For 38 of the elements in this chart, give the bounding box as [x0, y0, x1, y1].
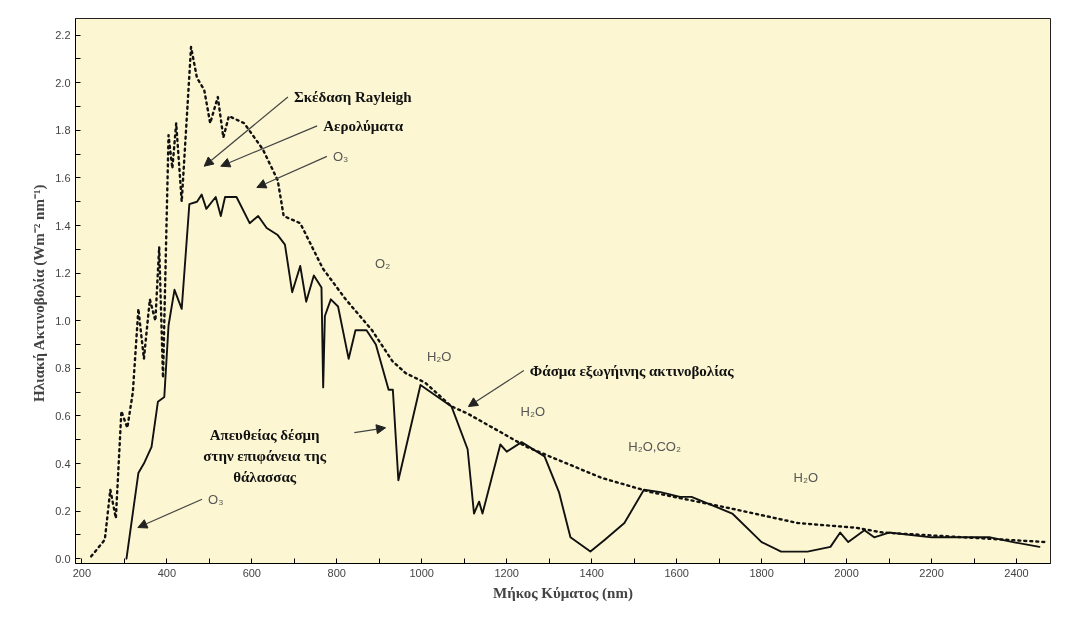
annotation: H₂O: [793, 470, 819, 486]
x-tick-label: 2200: [919, 566, 944, 579]
y-tick-label: 0.2: [55, 505, 71, 518]
annotation: Αερολύματα: [323, 117, 404, 134]
y-tick-label: 0.0: [55, 552, 71, 565]
y-tick-label: 1.6: [55, 171, 71, 184]
x-tick-label: 1400: [579, 566, 604, 579]
y-tick-label: 1.2: [55, 267, 71, 280]
annotation: O₃: [332, 148, 349, 164]
y-tick-label: 1.8: [55, 124, 71, 137]
y-tick-label: 0.8: [55, 362, 71, 375]
x-tick-label: 600: [242, 566, 261, 579]
x-axis-title: Μήκος Κύματος (nm): [493, 584, 633, 602]
annotation: Φάσμα εξωγήινης ακτινοβολίας: [529, 362, 735, 379]
y-tick-label: 2.2: [55, 29, 71, 42]
y-tick-label: 0.4: [55, 457, 71, 470]
x-tick-label: 400: [157, 566, 177, 579]
x-tick-label: 2000: [834, 566, 859, 579]
annotation: H₂O: [426, 348, 452, 364]
y-tick-label: 1.0: [55, 314, 71, 327]
annotation: H₂O: [520, 403, 546, 419]
x-tick-label: 1600: [664, 566, 689, 579]
annotation: Απευθείας δέσμη στην επιφάνεια της θάλασσας: [203, 427, 327, 485]
annotation: H₂O,CO₂: [628, 439, 682, 455]
x-tick-label: 1800: [749, 566, 774, 579]
x-tick-label: 800: [327, 566, 346, 579]
x-tick-label: 200: [72, 566, 92, 579]
annotation: O₃: [208, 491, 224, 507]
x-tick-label: 2400: [1004, 566, 1029, 579]
line-series: [90, 45, 1048, 558]
annotation: Σκέδαση Rayleigh: [293, 88, 413, 105]
x-tick-label: 1000: [409, 566, 434, 579]
x-tick-label: 1200: [494, 566, 519, 579]
y-axis-title: Ηλιακή Ακτινοβολία (Wm⁻² nm⁻¹): [31, 184, 49, 402]
y-tick-label: 1.4: [55, 219, 71, 232]
y-tick-label: 2.0: [55, 76, 71, 89]
y-tick-label: 0.6: [55, 409, 71, 422]
annotation: O₂: [375, 256, 391, 272]
